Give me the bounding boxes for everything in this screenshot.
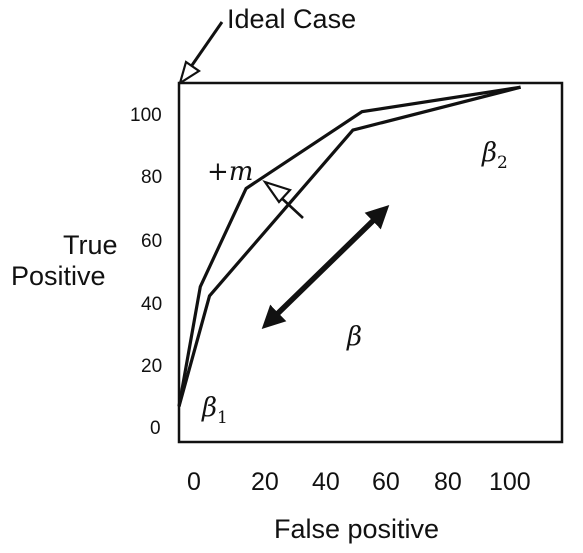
y-axis-title-line2: Positive <box>11 261 106 291</box>
beta-1-label: β1 <box>201 393 228 428</box>
beta-label: β <box>346 322 362 352</box>
plus-m-label: +m <box>207 157 253 187</box>
upper-curve <box>177 85 521 407</box>
beta-1-subscript: 1 <box>217 408 228 428</box>
x-tick-label: 20 <box>251 468 279 496</box>
hollow-arrow-icon <box>262 179 304 219</box>
y-tick-label: 40 <box>141 294 162 315</box>
x-tick-label: 60 <box>372 468 400 496</box>
beta-2-symbol: β <box>481 138 497 168</box>
x-tick-label: 100 <box>489 468 531 496</box>
beta-1-symbol: β <box>201 393 217 423</box>
x-axis-title: False positive <box>274 514 439 544</box>
y-tick-label: 100 <box>130 105 162 126</box>
y-tick-label: 0 <box>150 418 161 439</box>
y-axis-title-line1: True <box>63 230 118 260</box>
x-tick-label: 40 <box>312 468 340 496</box>
beta-2-label: β2 <box>481 138 508 173</box>
x-tick-label: 80 <box>434 468 462 496</box>
x-tick-label: 0 <box>187 468 201 496</box>
double-headed-arrow-icon <box>261 204 390 330</box>
y-tick-label: 60 <box>141 231 162 252</box>
y-tick-label: 20 <box>141 356 162 377</box>
hollow-arrow-icon <box>178 21 224 86</box>
ideal-case-label: Ideal Case <box>227 4 356 34</box>
beta-2-subscript: 2 <box>497 153 508 173</box>
y-tick-label: 80 <box>141 167 162 188</box>
plot-frame <box>177 81 564 444</box>
